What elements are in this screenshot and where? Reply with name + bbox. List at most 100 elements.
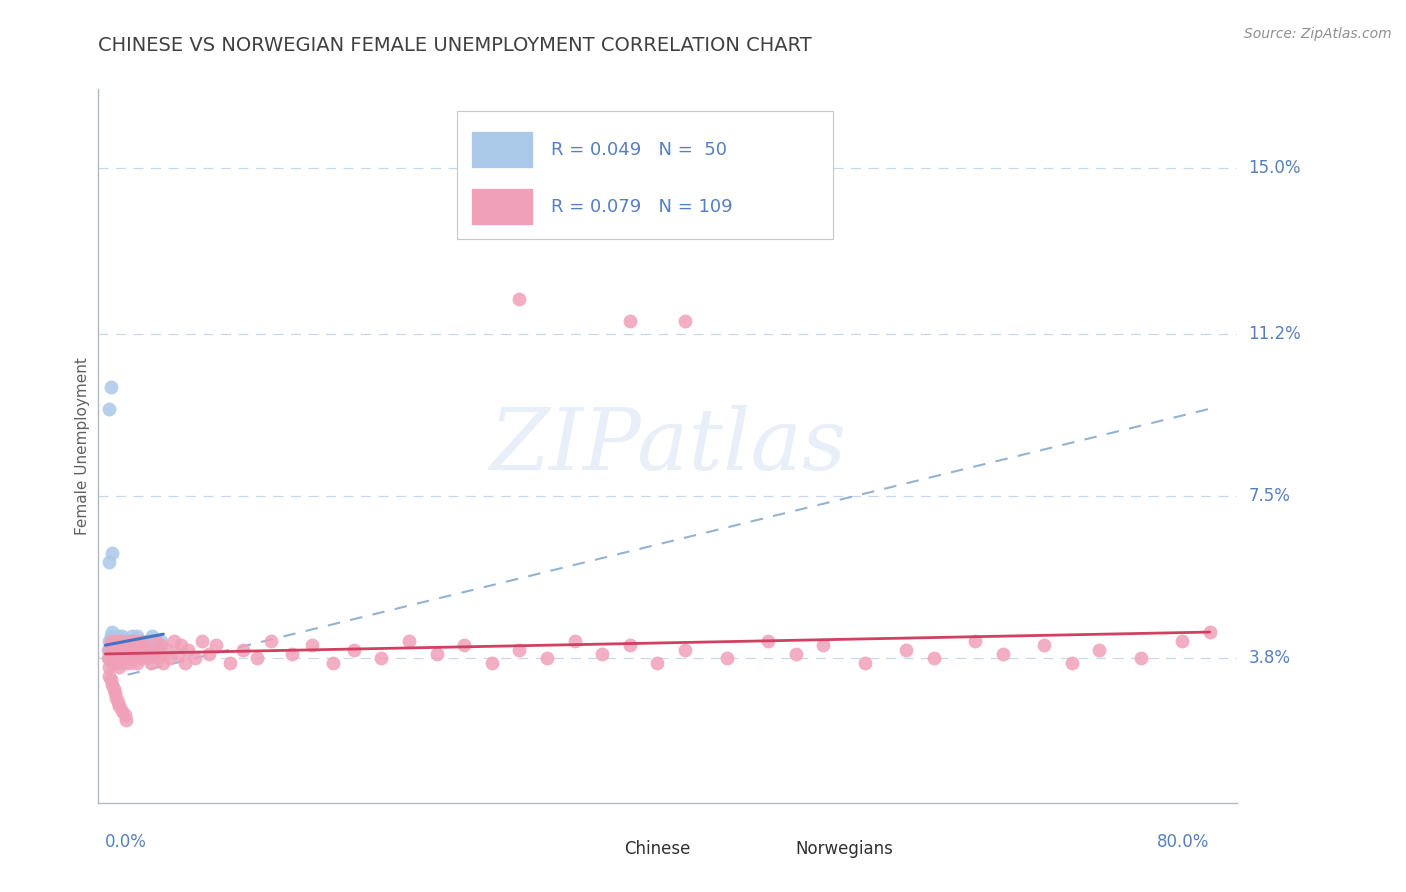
Point	[104, 633, 127, 648]
FancyBboxPatch shape	[742, 836, 787, 863]
Point	[191, 633, 214, 648]
Point	[105, 690, 128, 705]
Point	[301, 638, 323, 652]
Point	[591, 647, 613, 661]
Point	[536, 651, 558, 665]
Point	[138, 642, 160, 657]
Point	[117, 647, 139, 661]
Point	[127, 642, 149, 657]
Point	[108, 633, 131, 648]
Point	[101, 677, 124, 691]
Point	[121, 629, 143, 643]
Point	[811, 638, 834, 652]
Point	[101, 638, 124, 652]
Point	[716, 651, 738, 665]
Point	[98, 651, 121, 665]
Point	[398, 633, 420, 648]
Point	[110, 638, 132, 652]
Point	[1088, 642, 1111, 657]
Point	[370, 651, 392, 665]
Point	[128, 651, 150, 665]
Point	[115, 638, 138, 652]
Point	[280, 647, 302, 661]
Point	[142, 647, 165, 661]
Point	[134, 642, 156, 657]
Point	[97, 651, 120, 665]
Point	[260, 633, 283, 648]
Point	[111, 704, 134, 718]
Point	[174, 656, 197, 670]
Point	[145, 633, 167, 648]
Point	[104, 651, 127, 665]
Point	[184, 651, 207, 665]
Text: 80.0%: 80.0%	[1157, 833, 1209, 851]
Point	[115, 633, 138, 648]
Point	[105, 647, 128, 661]
Text: 7.5%: 7.5%	[1249, 487, 1291, 506]
Point	[322, 656, 344, 670]
Point	[107, 695, 129, 709]
Point	[125, 629, 148, 643]
Point	[138, 642, 160, 657]
Point	[143, 638, 166, 652]
Point	[127, 638, 149, 652]
Point	[98, 401, 121, 416]
Point	[107, 647, 129, 661]
Point	[112, 651, 135, 665]
Point	[101, 642, 124, 657]
Point	[98, 669, 121, 683]
Point	[105, 642, 128, 657]
Point	[481, 656, 503, 670]
Point	[125, 656, 148, 670]
Text: Norwegians: Norwegians	[796, 840, 893, 858]
Point	[152, 656, 174, 670]
Point	[107, 629, 129, 643]
Point	[141, 629, 163, 643]
Point	[105, 633, 128, 648]
Point	[108, 699, 131, 714]
Point	[100, 629, 122, 643]
Point	[104, 638, 127, 652]
Point	[673, 314, 696, 328]
Point	[139, 656, 162, 670]
Point	[104, 686, 127, 700]
Point	[128, 633, 150, 648]
Point	[1129, 651, 1152, 665]
Point	[98, 642, 121, 657]
Point	[894, 642, 917, 657]
Text: 15.0%: 15.0%	[1249, 159, 1301, 177]
Point	[100, 380, 122, 394]
Point	[453, 638, 475, 652]
Point	[118, 633, 141, 648]
Point	[121, 642, 143, 657]
Point	[100, 633, 122, 648]
Point	[1171, 633, 1194, 648]
Text: Source: ZipAtlas.com: Source: ZipAtlas.com	[1244, 27, 1392, 41]
Point	[218, 656, 240, 670]
Point	[125, 638, 148, 652]
Text: ZIPatlas: ZIPatlas	[489, 405, 846, 487]
Point	[619, 314, 641, 328]
Text: R = 0.049   N =  50: R = 0.049 N = 50	[551, 141, 727, 159]
Point	[98, 633, 121, 648]
Point	[114, 708, 136, 723]
Text: CHINESE VS NORWEGIAN FEMALE UNEMPLOYMENT CORRELATION CHART: CHINESE VS NORWEGIAN FEMALE UNEMPLOYMENT…	[98, 36, 813, 54]
Point	[108, 642, 131, 657]
Text: 0.0%: 0.0%	[105, 833, 148, 851]
Point	[111, 638, 134, 652]
Point	[111, 629, 134, 643]
FancyBboxPatch shape	[571, 836, 617, 863]
Point	[156, 642, 179, 657]
Point	[756, 633, 779, 648]
Point	[132, 638, 155, 652]
Point	[1033, 638, 1056, 652]
Point	[426, 647, 449, 661]
Point	[108, 633, 131, 648]
Point	[101, 625, 124, 640]
Point	[135, 651, 157, 665]
Point	[129, 633, 152, 648]
Point	[104, 651, 127, 665]
Point	[131, 647, 153, 661]
Point	[101, 546, 124, 560]
Point	[132, 638, 155, 652]
